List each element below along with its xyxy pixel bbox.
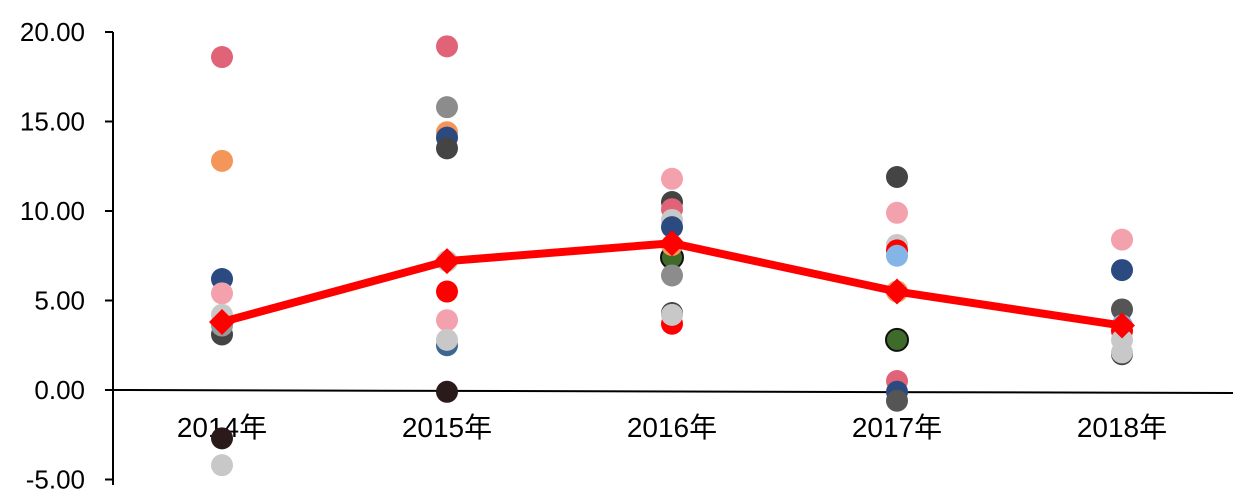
- x-category-label: 2016年: [627, 412, 717, 443]
- scatter-point: [1111, 259, 1133, 282]
- scatter-point: [211, 454, 233, 477]
- scatter-point: [436, 137, 458, 160]
- average-line-marker: [209, 308, 235, 335]
- scatter-point: [661, 216, 683, 239]
- scatter-point: [1111, 341, 1133, 364]
- scatter-point: [211, 427, 233, 450]
- scatter-point: [436, 380, 458, 403]
- y-tick-label: 20.00: [20, 17, 85, 47]
- scatter-point: [211, 149, 233, 172]
- y-tick-label: 0.00: [34, 375, 85, 405]
- y-tick-label: 10.00: [20, 196, 85, 226]
- scatter-point: [436, 35, 458, 58]
- scatter-point: [436, 328, 458, 351]
- average-line: [209, 230, 1135, 339]
- x-category-label: 2015年: [402, 412, 492, 443]
- scatter-points: [211, 35, 1133, 477]
- x-category-label: 2018年: [1077, 412, 1167, 443]
- scatter-point: [661, 303, 683, 326]
- scatter-point: [886, 165, 908, 188]
- scatter-point: [661, 264, 683, 287]
- x-axis-categories: 2014年2015年2016年2017年2018年: [177, 412, 1167, 443]
- average-line-marker: [1109, 312, 1135, 339]
- scatter-point: [886, 389, 908, 412]
- scatter-point: [211, 46, 233, 69]
- x-category-label: 2017年: [852, 412, 942, 443]
- average-line-marker: [434, 248, 460, 275]
- scatter-point: [661, 167, 683, 190]
- scatter-point: [436, 280, 458, 303]
- y-axis-ticks: 20.00 15.00 10.00 5.00 0.00 -5.00: [20, 17, 113, 495]
- average-line-marker: [659, 230, 685, 257]
- scatter-point: [436, 96, 458, 119]
- scatter-point: [211, 282, 233, 305]
- scatter-point: [886, 244, 908, 267]
- x-axis-line: [112, 389, 1233, 394]
- y-tick-label: 5.00: [34, 286, 85, 316]
- y-tick-label: 15.00: [20, 107, 85, 137]
- scatter-point: [886, 201, 908, 224]
- scatter-point: [436, 309, 458, 332]
- scatter-point: [885, 327, 909, 352]
- scatter-point: [1111, 228, 1133, 251]
- scatter-point: [1111, 298, 1133, 321]
- y-tick-label: -5.00: [26, 465, 85, 495]
- average-line-marker: [884, 278, 910, 305]
